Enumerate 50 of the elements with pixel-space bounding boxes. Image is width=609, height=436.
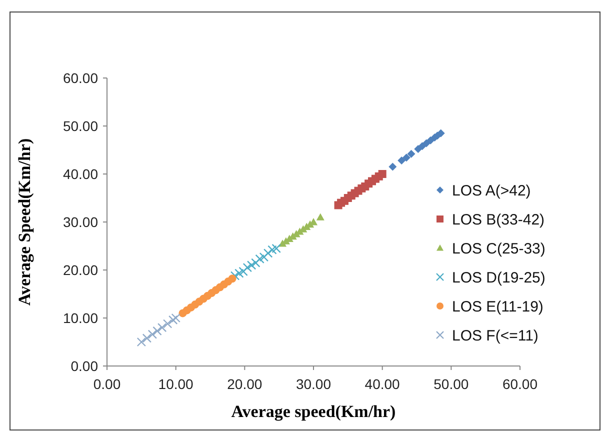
point [238, 266, 248, 276]
point [251, 258, 260, 268]
point [259, 252, 269, 262]
point [407, 150, 416, 158]
point [152, 326, 162, 336]
legend-label: LOS D(19-25) [452, 269, 546, 286]
point [242, 263, 252, 272]
point [426, 136, 435, 144]
point [230, 271, 240, 280]
point [157, 323, 167, 332]
point [316, 213, 324, 220]
point [378, 170, 386, 178]
point [168, 315, 178, 325]
x-tick-label: 40.00 [364, 376, 400, 392]
point [272, 244, 281, 253]
point [398, 156, 406, 165]
x-tick-label: 0.00 [93, 376, 121, 392]
point [234, 268, 244, 278]
x-tick-label: 20.00 [227, 376, 262, 392]
legend-label: LOS E(11-19) [452, 298, 544, 316]
legend-label: LOS A(>42) [452, 182, 531, 200]
x-tick-label: 50.00 [434, 376, 469, 392]
x-axis-title: Average speed(Km/hr) [231, 402, 396, 421]
point [246, 260, 256, 270]
y-tick-label: 0.00 [70, 358, 98, 374]
y-axis-title: Average Speed(Km/hr) [15, 138, 34, 306]
point [171, 313, 180, 323]
x-tick-label: 10.00 [158, 376, 194, 392]
legend-label: LOS F(<=11) [452, 327, 538, 344]
x-tick-label: 30.00 [296, 376, 332, 392]
y-tick-label: 40.00 [62, 166, 98, 182]
y-tick-label: 10.00 [62, 310, 98, 326]
y-tick-label: 60.00 [62, 70, 98, 86]
y-tick-label: 30.00 [62, 214, 98, 230]
point [228, 274, 236, 283]
point [402, 154, 410, 162]
point [436, 129, 445, 138]
point [148, 330, 158, 339]
legend-label: LOS C(25-33) [452, 240, 546, 258]
point [268, 245, 277, 254]
legend-label: LOS B(33-42) [452, 211, 545, 228]
y-tick-label: 50.00 [62, 118, 98, 134]
x-tick-label: 60.00 [502, 376, 538, 392]
point [136, 337, 146, 347]
y-tick-label: 20.00 [62, 262, 98, 278]
point [263, 248, 273, 258]
point [255, 254, 264, 264]
point [388, 162, 397, 171]
point [142, 334, 152, 343]
point [162, 319, 172, 328]
